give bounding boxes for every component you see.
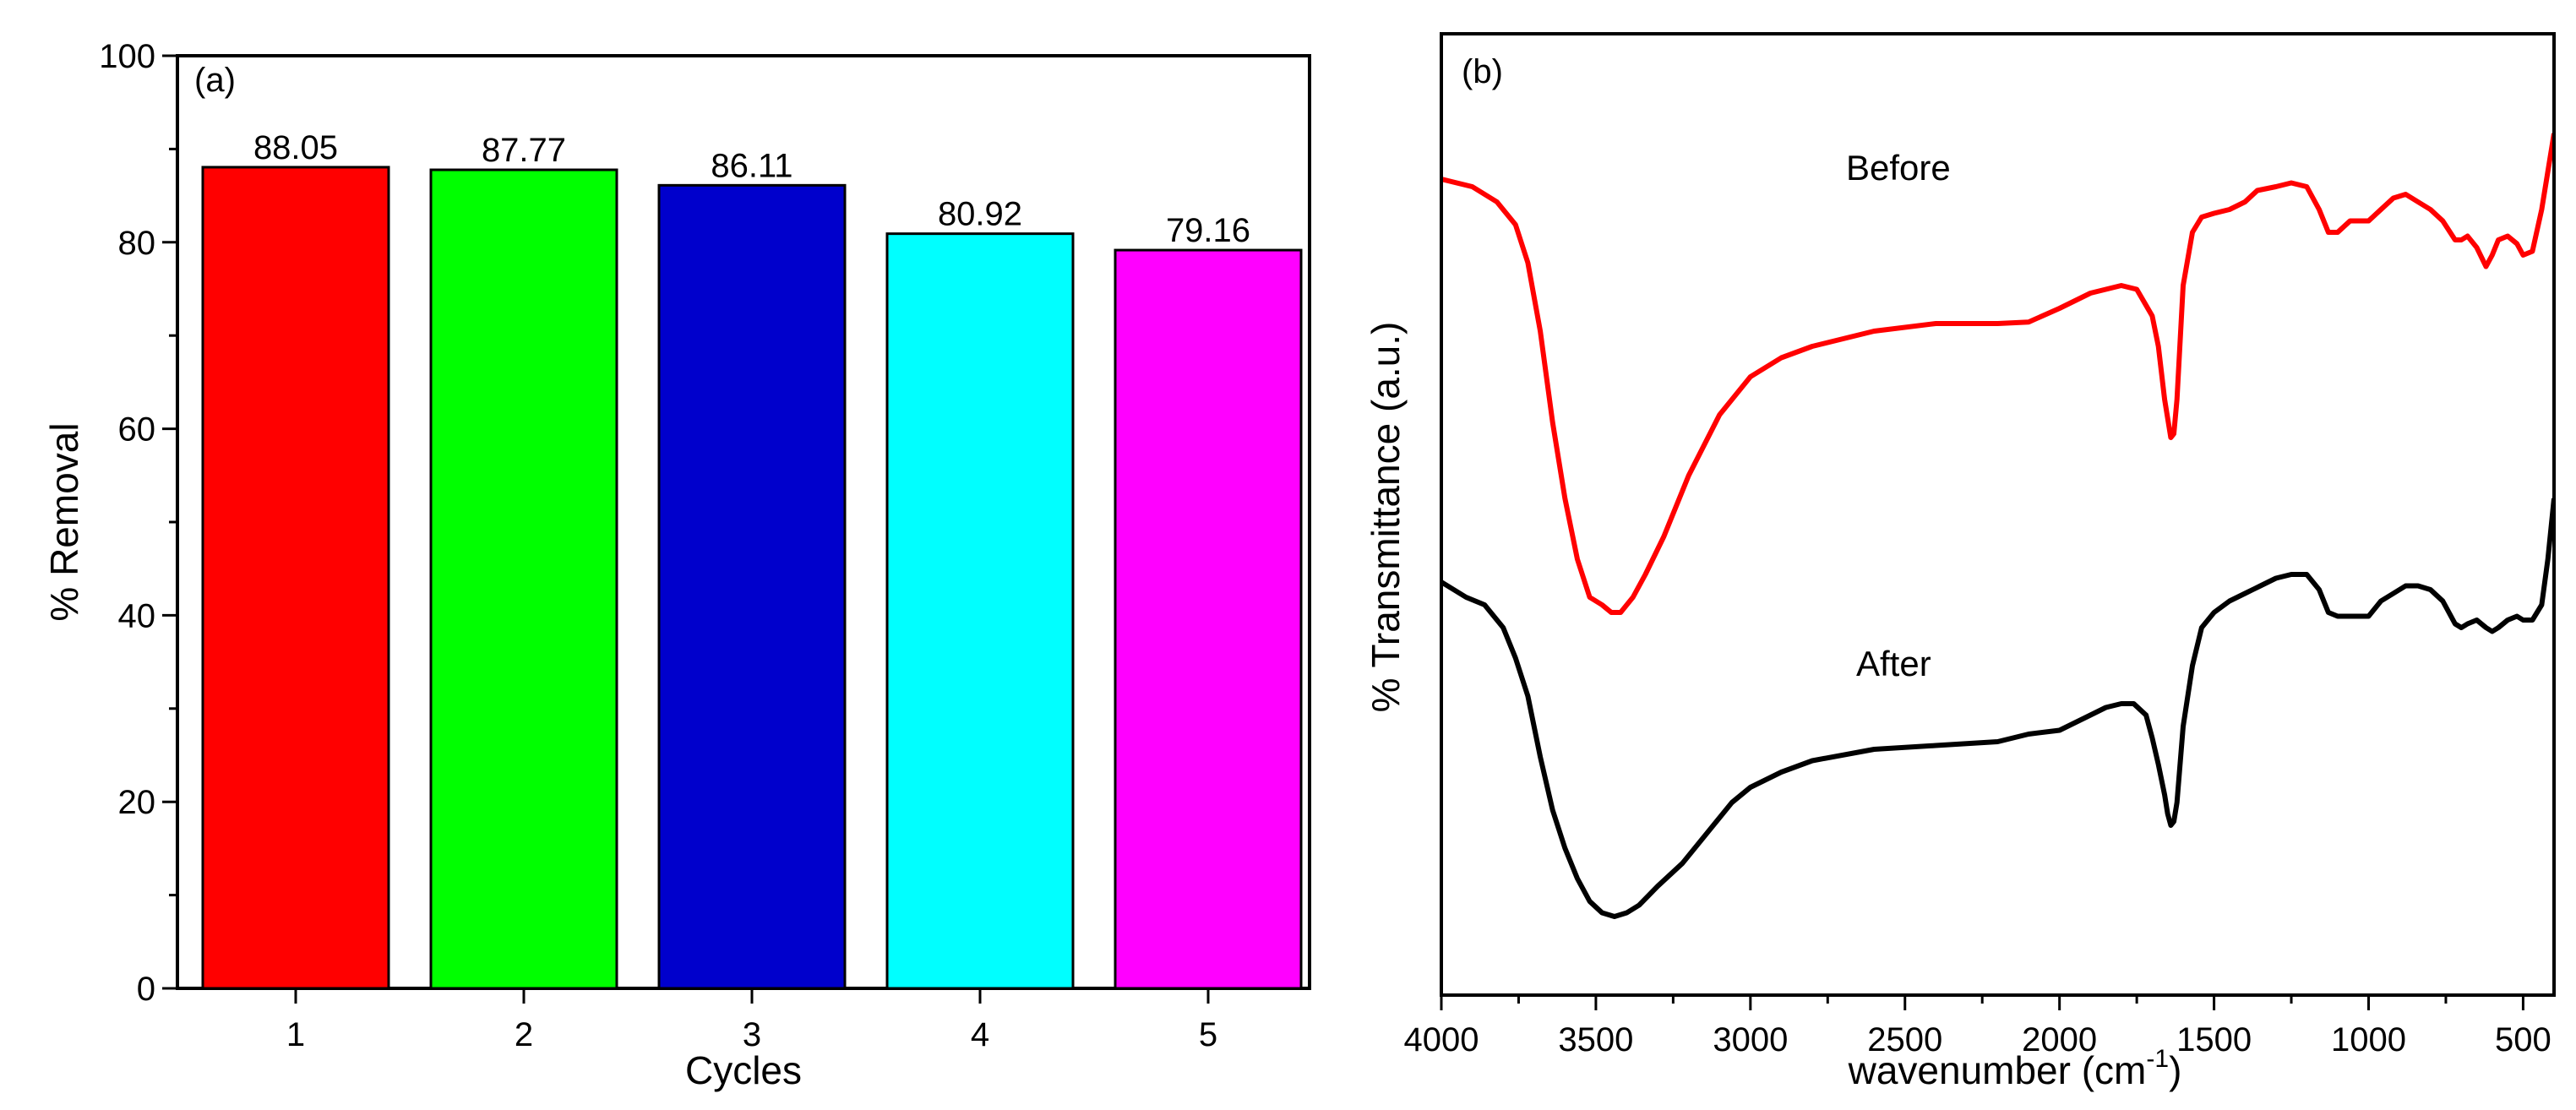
y-tick-label: 60 bbox=[118, 411, 156, 449]
x-tick-label: 1500 bbox=[2176, 1021, 2252, 1058]
x-tick-label: 1000 bbox=[2331, 1021, 2406, 1058]
panel-b-x-ticks: 4000 3500 3000 2500 2000 1500 1000 500 bbox=[1404, 995, 2551, 1058]
x-tick-label: 5 bbox=[1199, 1016, 1217, 1053]
panel-b-line-chart: 4000 3500 3000 2500 2000 1500 1000 500 (b) Befo… bbox=[1364, 32, 2556, 1092]
x-tick-label: 2500 bbox=[1867, 1021, 1942, 1058]
panel-b-x-axis-title: wavenumber (cm-1) bbox=[1848, 1045, 2182, 1092]
x-tick-label: 3 bbox=[743, 1016, 761, 1053]
panel-b-series bbox=[1441, 133, 2554, 919]
spectrum-before bbox=[1441, 133, 2554, 615]
x-tick-label: 500 bbox=[2495, 1021, 2551, 1058]
series-label-after: After bbox=[1856, 644, 1931, 683]
bar-cycle-2 bbox=[429, 168, 618, 990]
panel-a-x-ticks: 1 2 3 4 5 bbox=[286, 988, 1217, 1053]
series-label-before: Before bbox=[1846, 148, 1951, 188]
panel-a-y-ticks: 0 20 40 60 80 100 bbox=[99, 38, 177, 1008]
bar-cycle-5 bbox=[1114, 248, 1303, 990]
bar-value-label: 88.05 bbox=[253, 129, 338, 166]
bar-value-label: 87.77 bbox=[482, 132, 566, 169]
panel-a-label: (a) bbox=[194, 62, 236, 99]
x-tick-label: 2 bbox=[515, 1016, 533, 1053]
y-tick-label: 0 bbox=[137, 971, 155, 1008]
bar-value-label: 86.11 bbox=[711, 147, 792, 184]
panel-a-bar-chart: 88.05 87.77 86.11 80.92 79.16 0 20 40 60 80 100 1… bbox=[42, 38, 1311, 1092]
panel-b-y-axis-title: % Transmittance (a.u.) bbox=[1364, 322, 1408, 713]
x-tick-label: 3000 bbox=[1713, 1021, 1788, 1058]
bar-cycle-3 bbox=[657, 183, 847, 990]
x-tick-label: 1 bbox=[286, 1016, 305, 1053]
y-tick-label: 40 bbox=[118, 597, 156, 634]
bar-cycle-1 bbox=[201, 166, 390, 990]
panel-a-y-axis-title: % Removal bbox=[42, 422, 86, 621]
panel-a-value-labels: 88.05 87.77 86.11 80.92 79.16 bbox=[253, 129, 1250, 249]
x-tick-label: 3500 bbox=[1558, 1021, 1633, 1058]
bar-value-label: 79.16 bbox=[1166, 212, 1250, 249]
y-tick-label: 80 bbox=[118, 225, 156, 262]
y-tick-label: 20 bbox=[118, 784, 156, 821]
bar-cycle-4 bbox=[885, 232, 1075, 990]
x-tick-label: 4 bbox=[971, 1016, 989, 1053]
spectrum-after bbox=[1441, 498, 2554, 919]
x-tick-label: 2000 bbox=[2022, 1021, 2097, 1058]
y-tick-label: 100 bbox=[99, 38, 155, 75]
panel-b-label: (b) bbox=[1462, 53, 1503, 90]
panel-a-bars bbox=[201, 166, 1303, 990]
panel-b-plot-frame bbox=[1440, 32, 2556, 997]
bar-value-label: 80.92 bbox=[938, 196, 1022, 233]
panel-a-x-axis-title: Cycles bbox=[685, 1048, 802, 1092]
x-tick-label: 4000 bbox=[1404, 1021, 1479, 1058]
